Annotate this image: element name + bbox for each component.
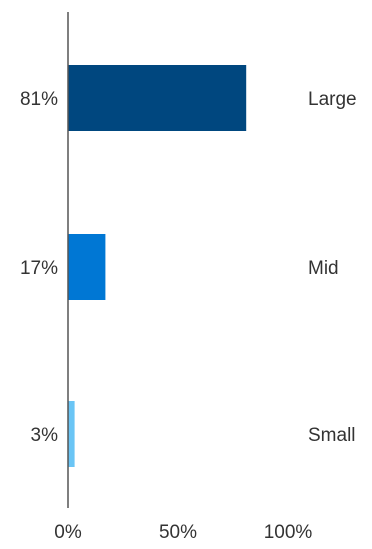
- value-label-small: 3%: [31, 425, 59, 446]
- value-labels-group: 81% 17% 3%: [20, 89, 58, 446]
- value-label-mid: 17%: [20, 258, 58, 279]
- category-label-small: Small: [308, 425, 356, 446]
- x-tick-label: 50%: [159, 522, 197, 543]
- bar-small: [68, 401, 75, 467]
- bar-large: [68, 65, 247, 131]
- bar-mid: [68, 234, 106, 300]
- x-tick-label: 100%: [264, 522, 313, 543]
- bars-group: [68, 65, 247, 467]
- category-label-large: Large: [308, 89, 357, 110]
- value-label-large: 81%: [20, 89, 58, 110]
- x-tick-labels-group: 0% 50% 100%: [54, 522, 312, 543]
- category-labels-group: Large Mid Small: [308, 89, 357, 446]
- x-tick-label: 0%: [54, 522, 82, 543]
- category-label-mid: Mid: [308, 258, 339, 279]
